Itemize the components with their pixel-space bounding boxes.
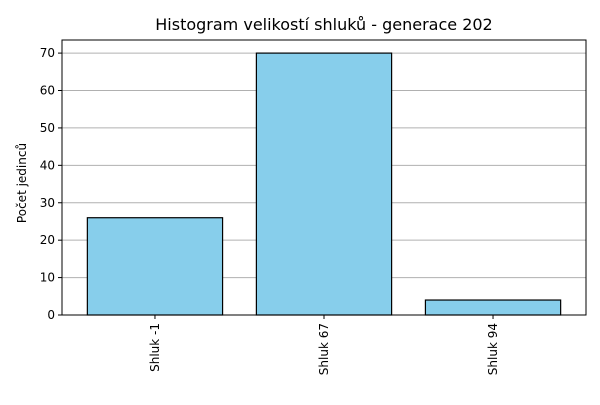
y-tick-label: 10 [40,271,55,285]
y-tick-label: 0 [47,308,55,322]
x-tick-label: Shluk 67 [317,323,331,375]
y-tick-label: 40 [40,158,55,172]
x-tick-label: Shluk 94 [486,323,500,375]
x-tick-label: Shluk -1 [148,323,162,372]
y-tick-label: 30 [40,196,55,210]
y-axis-label: Počet jedinců [15,143,29,223]
y-tick-label: 50 [40,121,55,135]
y-tick-labels: 0 10 20 30 40 50 60 70 [40,46,55,322]
x-tick-labels: Shluk -1 Shluk 67 Shluk 94 [148,323,500,375]
axes [58,39,587,319]
bar-shluk-67 [255,52,393,316]
y-tick-label: 20 [40,233,55,247]
bar-shluk--1 [86,217,224,316]
axes-frame [61,39,587,316]
chart-title: Histogram velikostí shluků - generace 20… [155,15,492,34]
bars [86,52,562,316]
y-tick-label: 70 [40,46,55,60]
bar-shluk-94 [424,299,562,316]
y-tick-label: 60 [40,84,55,98]
